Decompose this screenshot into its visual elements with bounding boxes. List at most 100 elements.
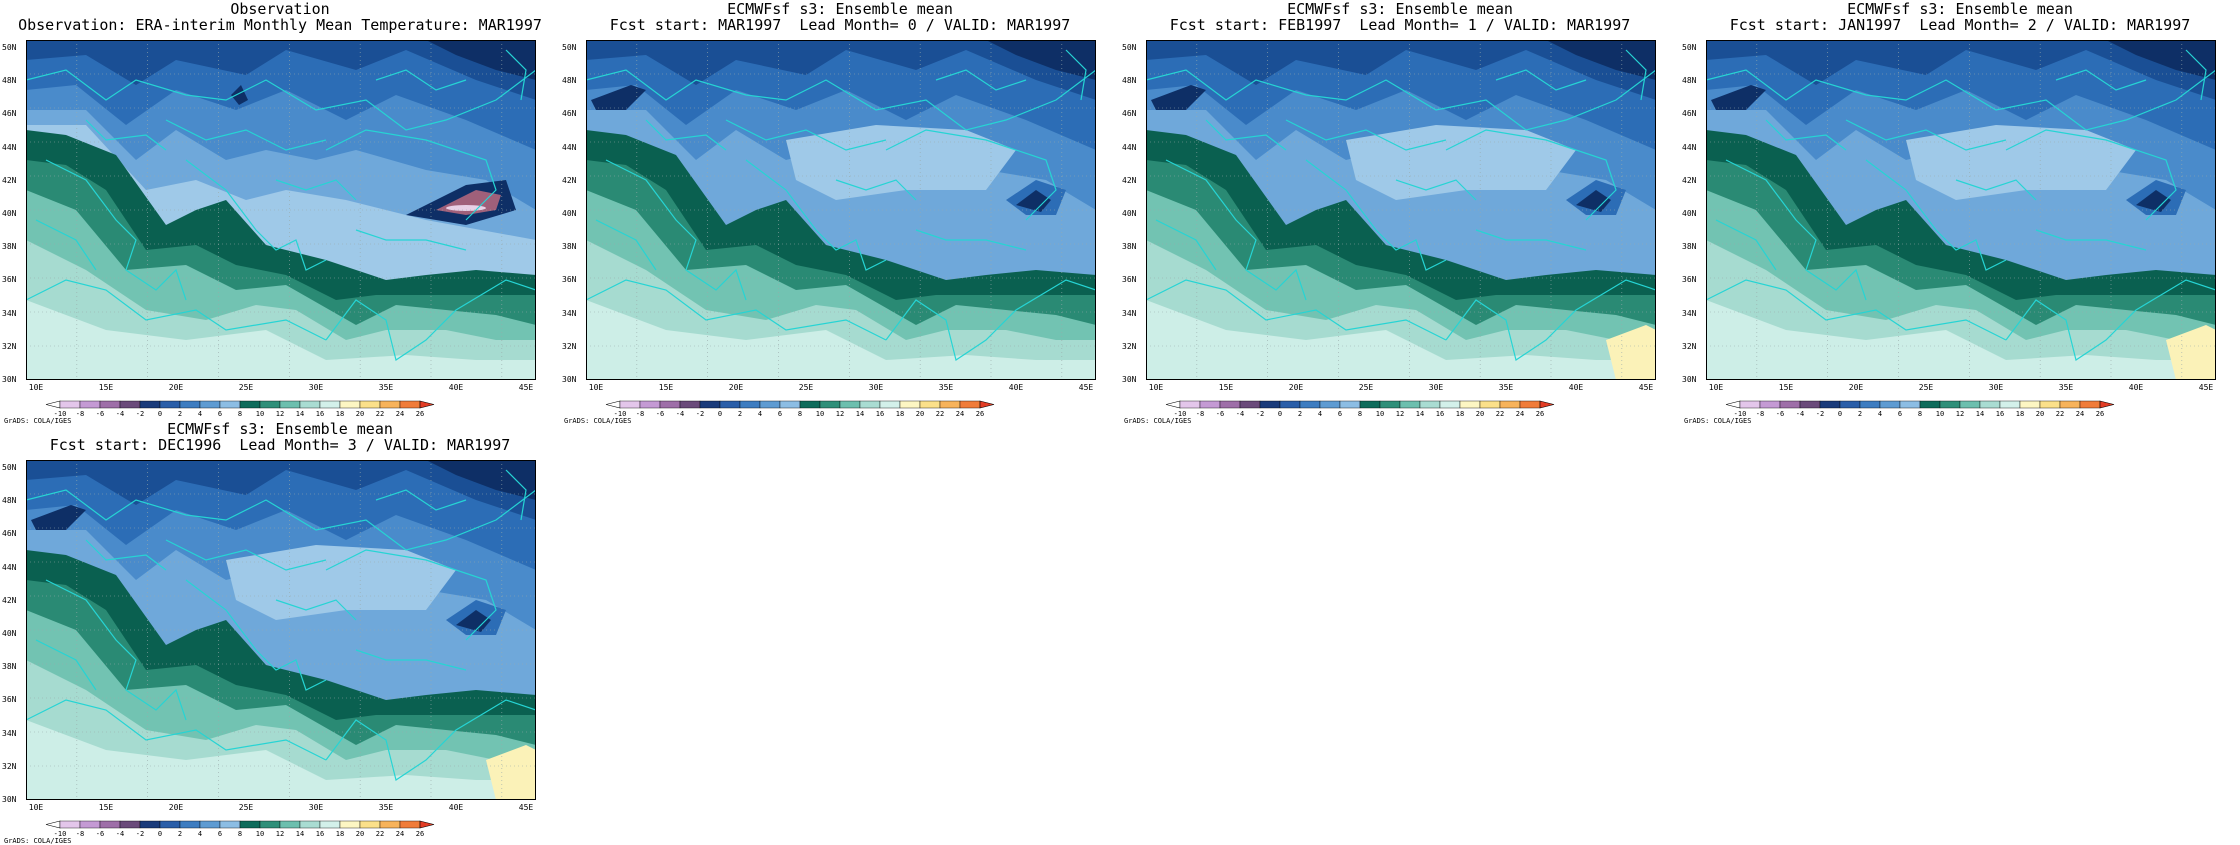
colorbar-label: -8 — [1196, 410, 1204, 418]
x-tick-label: 20E — [168, 803, 184, 812]
colorbar-swatch — [99, 820, 121, 829]
contour-band — [231, 85, 248, 105]
colorbar-swatch — [1179, 400, 1201, 409]
contour-band — [456, 610, 491, 632]
panel-title: ECMWFsf s3: Ensemble mean — [1847, 0, 2073, 18]
colorbar-arrow-left — [45, 400, 61, 409]
x-tick-label: 15E — [1778, 383, 1794, 392]
colorbar-label: 8 — [238, 830, 242, 838]
contour-band — [586, 300, 1096, 380]
colorbar-label: -8 — [636, 410, 644, 418]
coastline-path — [745, 159, 887, 271]
coastline-path — [375, 69, 467, 91]
colorbar-swatch — [1919, 400, 1941, 409]
colorbar-swatch — [1519, 400, 1541, 409]
colorbar-label: 12 — [1956, 410, 1964, 418]
coastline-path — [1955, 179, 2037, 201]
y-tick-label: 34N — [1122, 308, 1137, 318]
colorbar-swatch — [899, 400, 921, 409]
colorbar-label: 10 — [256, 410, 264, 418]
colorbar-arrow-left — [45, 820, 61, 829]
colorbar-swatch — [619, 400, 641, 409]
temperature-map — [26, 40, 536, 380]
colorbar-arrow-right — [2099, 400, 2115, 409]
gridlines — [1146, 40, 1656, 380]
map-panel-lead-0: ECMWFsf s3: Ensemble mean Fcst start: MA… — [560, 0, 1120, 425]
y-tick-label: 40N — [1682, 209, 1697, 218]
colorbar-arrow-left — [1725, 400, 1741, 409]
colorbar-label: 14 — [296, 410, 304, 418]
contour-band — [31, 505, 86, 530]
colorbar-swatch — [1779, 400, 1801, 409]
colorbar-swatch — [1279, 400, 1301, 409]
colorbar-label: -4 — [1236, 410, 1244, 418]
coastline-path — [1706, 69, 2216, 131]
coastline-path — [1155, 219, 1217, 271]
colorbar-label: 6 — [218, 410, 222, 418]
colorbar-label: 14 — [856, 410, 864, 418]
colorbar-arrow-right — [1539, 400, 1555, 409]
colorbar-swatch — [159, 820, 181, 829]
colorbar: -10 -8 -6 -4 -2 0 2 4 6 8 10 12 14 16 18 20 22 24 26 — [1680, 400, 2240, 420]
y-tick-label: 30N — [1682, 375, 1697, 384]
y-tick-label: 44N — [562, 142, 577, 152]
panel-title: Observation — [230, 0, 330, 18]
coastline-path — [1475, 229, 1587, 251]
colorbar-swatch — [139, 820, 161, 829]
colorbar-swatch — [119, 820, 141, 829]
y-tick-label: 50N — [2, 463, 17, 472]
colorbar-label: -4 — [116, 830, 124, 838]
colorbar-label: -6 — [1776, 410, 1784, 418]
y-tick-label: 30N — [562, 375, 577, 384]
colorbar-swatch — [119, 400, 141, 409]
contour-band — [1706, 300, 2216, 380]
coastline-path — [1445, 129, 1617, 221]
coastline-path — [325, 279, 536, 361]
colorbar-label: -10 — [1734, 410, 1747, 418]
colorbar-label: 18 — [896, 410, 904, 418]
coastline-path — [85, 539, 167, 571]
map-frame — [1706, 40, 2216, 380]
colorbar-swatch — [1899, 400, 1921, 409]
colorbar-label: 24 — [1516, 410, 1524, 418]
coastline-path — [35, 219, 97, 271]
x-tick-label: 15E — [658, 383, 674, 392]
colorbar-label: 12 — [836, 410, 844, 418]
y-tick-label: 50N — [562, 43, 577, 52]
y-tick-label: 40N — [2, 209, 17, 218]
colorbar-label: 14 — [296, 830, 304, 838]
coastline-path — [165, 539, 327, 571]
coastlines — [1146, 49, 1656, 361]
x-tick-label: 25E — [238, 803, 254, 812]
colorbar-swatch — [79, 820, 101, 829]
colorbar-label: 26 — [1536, 410, 1544, 418]
colorbar-label: -10 — [54, 830, 67, 838]
coastline-path — [45, 579, 187, 721]
colorbar-label: -8 — [76, 830, 84, 838]
colorbar-label: 24 — [396, 830, 404, 838]
y-tick-label: 46N — [2, 529, 17, 539]
coastline-path — [1146, 279, 1447, 341]
y-tick-label: 48N — [2, 496, 17, 506]
coastline-path — [1625, 49, 1647, 101]
coastline-path — [355, 649, 467, 671]
coastlines — [26, 469, 536, 781]
gridlines — [586, 40, 1096, 380]
colorbar-swatch — [339, 400, 361, 409]
y-tick-label: 36N — [1122, 275, 1137, 285]
colorbar-swatch — [399, 820, 421, 829]
colorbar-swatch — [739, 400, 761, 409]
colorbar-label: 2 — [178, 410, 182, 418]
colorbar-swatch — [1479, 400, 1501, 409]
colorbar-swatch — [2059, 400, 2081, 409]
colorbar-label: 12 — [1396, 410, 1404, 418]
colorbar-label: -2 — [1816, 410, 1824, 418]
coastline-path — [605, 159, 747, 301]
coastline-path — [275, 179, 357, 201]
y-tick-label: 50N — [1122, 43, 1137, 52]
colorbar-label: -6 — [656, 410, 664, 418]
coastline-path — [1395, 179, 1477, 201]
colorbar-label: 0 — [158, 830, 162, 838]
colorbar-arrow-left — [1165, 400, 1181, 409]
colorbar-swatch — [1839, 400, 1861, 409]
